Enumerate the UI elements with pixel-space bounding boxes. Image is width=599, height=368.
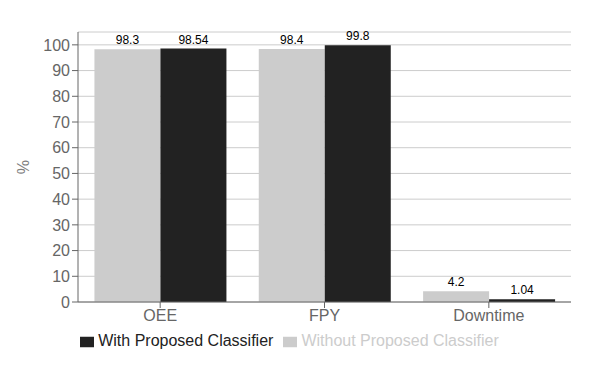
svg-text:70: 70 [52, 114, 70, 131]
svg-text:98.3: 98.3 [116, 33, 140, 47]
svg-text:100: 100 [43, 37, 70, 54]
svg-text:%: % [15, 160, 32, 174]
svg-text:20: 20 [52, 242, 70, 259]
svg-text:OEE: OEE [143, 307, 177, 324]
svg-text:80: 80 [52, 88, 70, 105]
svg-text:4.2: 4.2 [448, 275, 465, 289]
svg-text:60: 60 [52, 139, 70, 156]
svg-text:10: 10 [52, 268, 70, 285]
svg-text:98.4: 98.4 [280, 33, 304, 47]
svg-text:90: 90 [52, 62, 70, 79]
svg-text:1.04: 1.04 [510, 283, 534, 297]
svg-text:30: 30 [52, 217, 70, 234]
html-text:With Proposed Classifier: With Proposed Classifier [98, 332, 274, 349]
svg-text:FPY: FPY [309, 307, 340, 324]
svg-text:98.54: 98.54 [178, 33, 208, 47]
svg-text:99.8: 99.8 [346, 29, 370, 43]
svg-text:50: 50 [52, 165, 70, 182]
svg-text:0: 0 [61, 294, 70, 311]
svg-text:Downtime: Downtime [453, 307, 524, 324]
html-text:Without Proposed Classifier: Without Proposed Classifier [301, 332, 499, 349]
svg-text:40: 40 [52, 191, 70, 208]
